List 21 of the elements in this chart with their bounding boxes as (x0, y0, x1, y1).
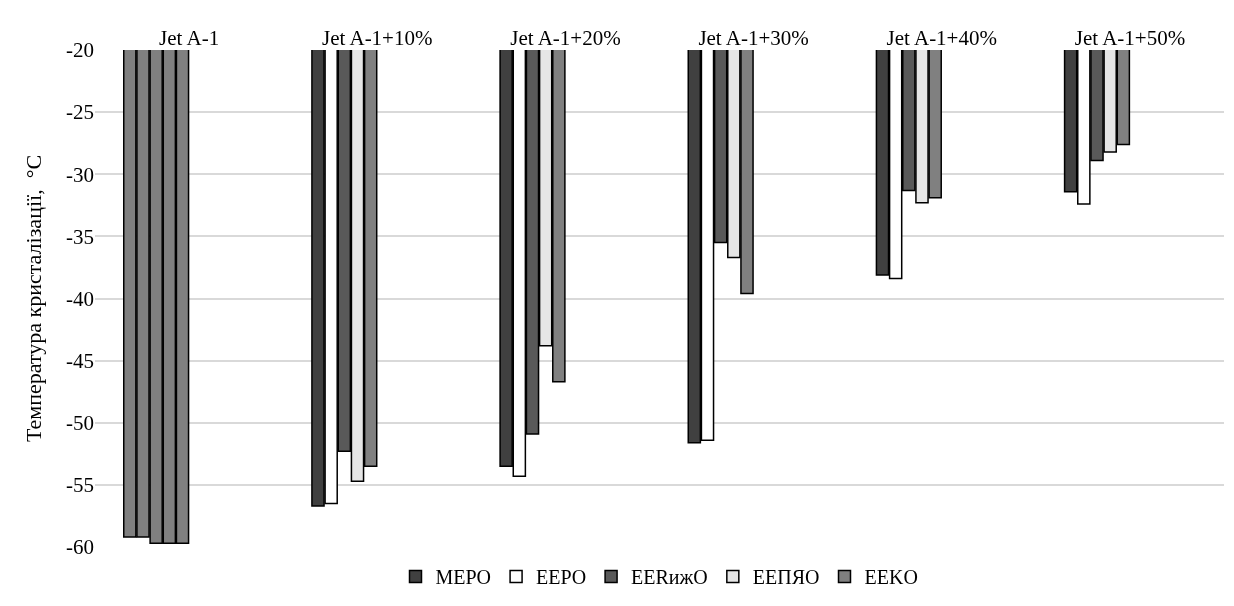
legend-label: MEPO (435, 566, 492, 589)
y-tick-label: -25 (66, 100, 94, 125)
y-tick-label: -30 (66, 162, 94, 187)
x-tick-label: Jet A-1+20% (510, 25, 621, 50)
x-tick-label: Jet A-1+10% (322, 25, 433, 50)
x-tick-label: Jet A-1+40% (886, 25, 997, 50)
x-tick-label: Jet A-1+30% (698, 25, 809, 50)
x-tick-label: Jet A-1 (159, 25, 220, 50)
y-tick-label: -60 (66, 535, 94, 560)
y-tick-label: -35 (66, 224, 94, 249)
legend-label: EEПЯO (752, 566, 820, 589)
y-tick-label: -40 (66, 286, 94, 311)
y-tick-label: -45 (66, 348, 94, 373)
legend-label: EEPO (536, 566, 587, 589)
legend-label: EERижO (631, 566, 708, 589)
y-axis-title: Температура кристалізації, °C (21, 154, 46, 443)
y-tick-label: -20 (66, 38, 94, 63)
x-tick-label: Jet A-1+50% (1074, 25, 1186, 50)
y-tick-label: -55 (66, 473, 94, 498)
y-tick-label: -50 (66, 411, 94, 436)
legend-label: EEKO (864, 566, 918, 589)
